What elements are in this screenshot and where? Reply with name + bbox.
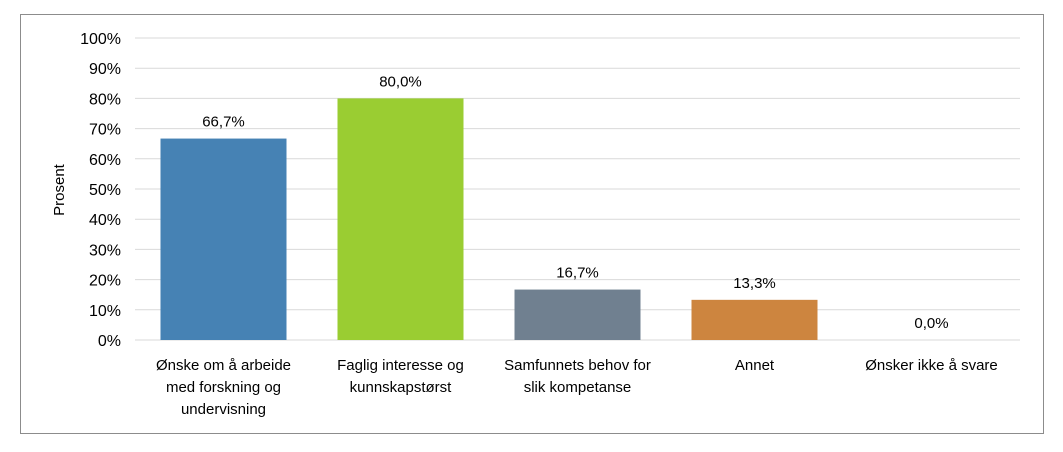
x-tick-label: kunnskapstørst <box>350 379 453 396</box>
x-tick-label: Ønsker ikke å svare <box>865 357 998 374</box>
data-label: 80,0% <box>379 73 422 90</box>
y-tick-label: 80% <box>89 91 121 108</box>
y-tick-label: 10% <box>89 303 121 320</box>
y-axis-label: Prosent <box>51 163 68 216</box>
y-tick-label: 70% <box>89 122 121 139</box>
y-tick-label: 60% <box>89 152 121 169</box>
y-tick-label: 40% <box>89 212 121 229</box>
x-tick-label: Faglig interesse og <box>337 357 464 374</box>
x-tick-label: Samfunnets behov for <box>504 357 651 374</box>
x-tick-label: Annet <box>735 357 775 374</box>
y-tick-label: 30% <box>89 242 121 259</box>
bar <box>337 98 464 341</box>
bar <box>160 138 287 340</box>
data-label: 66,7% <box>202 114 245 131</box>
y-tick-label: 0% <box>98 333 121 350</box>
y-tick-label: 100% <box>80 31 121 48</box>
x-tick-label: undervisning <box>181 401 266 418</box>
y-tick-label: 90% <box>89 61 121 78</box>
bar <box>691 299 818 340</box>
data-label: 16,7% <box>556 265 599 282</box>
y-tick-label: 20% <box>89 273 121 290</box>
x-tick-label: med forskning og <box>166 379 281 396</box>
data-label: 0,0% <box>914 315 948 332</box>
x-tick-label: slik kompetanse <box>524 379 632 396</box>
x-tick-label: Ønske om å arbeide <box>156 357 291 374</box>
bar <box>514 289 641 340</box>
y-tick-label: 50% <box>89 182 121 199</box>
data-label: 13,3% <box>733 275 776 292</box>
